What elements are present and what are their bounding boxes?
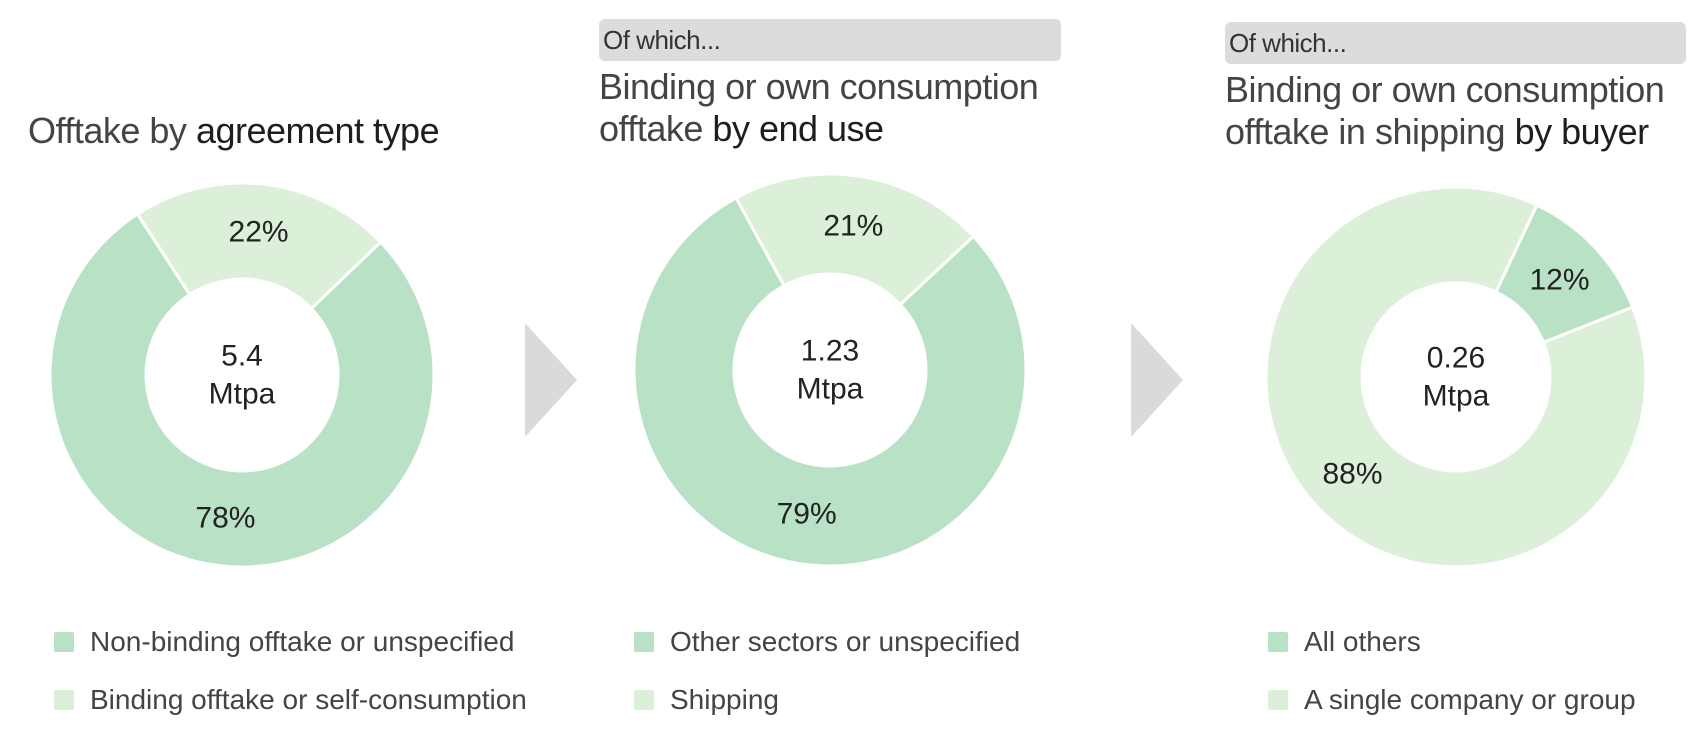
donut-slice	[1264, 185, 1648, 569]
title-line-1: Binding or own consumption	[599, 66, 1039, 107]
title-strong: by buyer	[1514, 111, 1650, 152]
donut-slice	[632, 195, 1028, 568]
legend-swatch	[1268, 632, 1288, 652]
legend-swatch	[1268, 690, 1288, 710]
legend-label: A single company or group	[1304, 684, 1636, 715]
title-plain: Offtake by	[28, 110, 196, 151]
slice-percent-label: 21%	[823, 209, 883, 242]
slice-percent-label: 22%	[229, 215, 289, 248]
donut-slice	[734, 172, 976, 307]
legend-label: Other sectors or unspecified	[670, 626, 1021, 657]
title-line-2: offtake by end use	[599, 108, 1038, 150]
legend-swatch	[54, 632, 74, 652]
chart-title: Binding or own consumption offtake in sh…	[1225, 69, 1665, 153]
title-strong: by end use	[712, 108, 884, 149]
donut-slice	[1494, 203, 1635, 345]
center-value: 0.26	[1427, 342, 1485, 375]
legend-label: All others	[1304, 626, 1421, 657]
center-unit: Mtpa	[209, 378, 276, 411]
legend-label: Shipping	[670, 684, 779, 715]
legend-label: Binding offtake or self-consumption	[90, 684, 527, 715]
legend-swatch	[634, 632, 654, 652]
slice-percent-label: 79%	[777, 498, 837, 531]
center-value: 1.23	[801, 335, 859, 368]
center-unit: Mtpa	[1423, 380, 1490, 413]
title-strong: agreement type	[195, 110, 440, 151]
donut-slice	[48, 211, 436, 569]
center-value: 5.4	[221, 340, 263, 373]
legend-swatch	[54, 690, 74, 710]
of-which-header: Of which...	[1225, 22, 1686, 64]
chart-title: Binding or own consumption offtake by en…	[599, 66, 1039, 150]
center-unit: Mtpa	[797, 373, 864, 406]
legend-swatch	[634, 690, 654, 710]
title-plain: offtake	[599, 108, 713, 149]
donut-slice	[135, 181, 383, 311]
title-line-2: offtake in shipping by buyer	[1225, 111, 1664, 153]
arrow-right-icon	[1131, 323, 1183, 437]
of-which-header: Of which...	[599, 19, 1061, 61]
arrow-right-icon	[525, 323, 577, 437]
slice-percent-label: 12%	[1529, 263, 1589, 296]
slice-percent-label: 88%	[1322, 458, 1382, 491]
chart-title: Offtake by agreement type	[28, 110, 440, 152]
title-line-1: Binding or own consumption	[1225, 69, 1665, 110]
donut-chart: 78% 22% 5.4 Mtpa	[48, 181, 436, 569]
title-plain: offtake in shipping	[1225, 111, 1515, 152]
panel-agreement-type: Offtake by agreement type 78% 22% 5.4 Mtpa …	[0, 0, 527, 748]
legend-label: Non-binding offtake or unspecified	[90, 626, 515, 657]
slice-percent-label: 78%	[195, 502, 255, 535]
